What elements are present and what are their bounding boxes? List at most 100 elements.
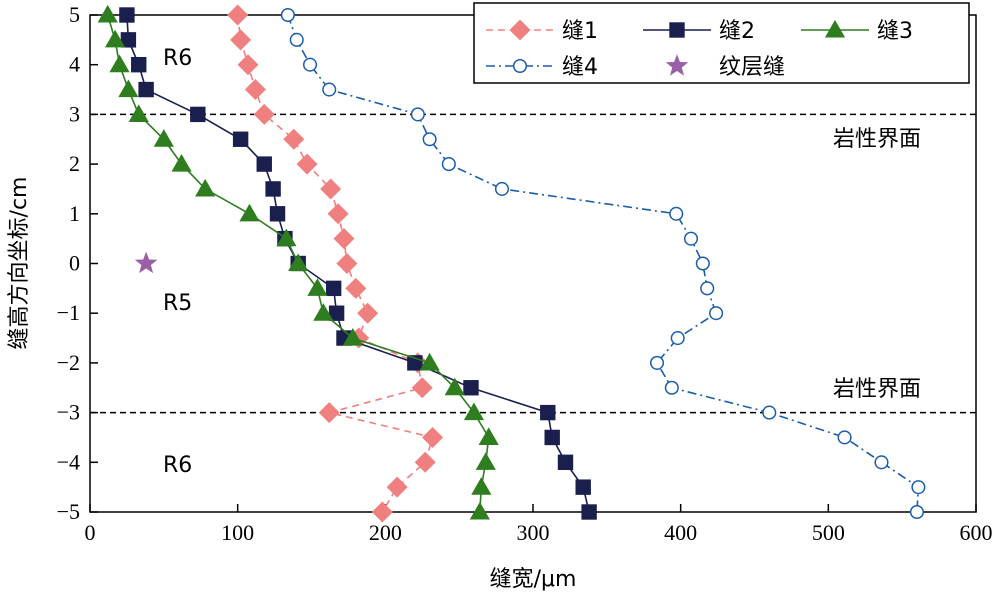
series-line (287, 14, 920, 513)
data-point (239, 203, 260, 222)
x-tick-label: 0 (85, 520, 96, 545)
series-4 (280, 7, 926, 520)
legend-box (473, 2, 970, 84)
series-5 (134, 251, 158, 274)
data-point (289, 32, 304, 47)
legend-entry: 缝2 (643, 19, 755, 44)
data-point (265, 181, 281, 197)
legend: 缝1 缝2 缝3 缝4 纹层缝 (473, 2, 970, 84)
data-point (422, 132, 437, 147)
data-point (410, 107, 425, 122)
series-3 (97, 4, 499, 520)
x-axis-label: 缝宽/μm (490, 567, 577, 592)
legend-marker (824, 19, 846, 38)
legend-label: 纹层缝 (719, 55, 785, 80)
data-point (540, 404, 556, 421)
data-point (276, 228, 297, 247)
data-point (909, 504, 924, 520)
data-point (134, 251, 158, 274)
series-2 (119, 7, 597, 520)
data-point (494, 181, 510, 196)
data-point (422, 426, 444, 448)
data-point (683, 231, 699, 246)
data-point (322, 82, 337, 97)
data-point (762, 405, 777, 420)
data-point (307, 278, 328, 296)
y-tick-label: 2 (69, 151, 80, 176)
data-point (357, 302, 379, 324)
legend-entry: 纹层缝 (665, 54, 785, 80)
data-point (227, 4, 249, 26)
region-label-bottom: R6 (163, 453, 192, 478)
y-tick-label: 4 (69, 52, 80, 77)
y-axis-ticks: −5 −4 −3 −2 −1 0 1 2 3 4 5 (57, 2, 98, 524)
y-tick-label: −4 (57, 449, 80, 474)
y-axis-label: 缝高方向坐标/cm (7, 177, 32, 350)
region-label-top: R6 (163, 46, 192, 71)
data-point (342, 327, 363, 346)
interface-label-top: 岩性界面 (833, 127, 921, 152)
data-point (318, 402, 340, 424)
series-line (126, 14, 590, 513)
data-point (874, 455, 889, 470)
data-point (700, 281, 715, 296)
data-point (336, 253, 358, 274)
region-label-middle: R5 (163, 291, 192, 316)
data-point (97, 4, 118, 23)
data-point (444, 377, 465, 396)
data-point (153, 129, 174, 147)
data-point (575, 479, 591, 495)
data-point (475, 452, 496, 470)
data-point (296, 153, 318, 175)
legend-entry: 缝1 (486, 19, 598, 44)
data-point (253, 103, 275, 125)
data-point (190, 106, 206, 123)
data-point (120, 32, 137, 48)
data-point (313, 303, 334, 321)
y-tick-label: −5 (57, 499, 80, 524)
data-point (195, 178, 216, 197)
data-point (386, 476, 408, 498)
data-point (441, 157, 456, 172)
data-point (128, 104, 149, 122)
data-point (649, 355, 665, 370)
reference-lines (90, 113, 976, 414)
y-tick-label: 1 (69, 201, 80, 226)
legend-label: 缝1 (562, 19, 598, 44)
data-point (171, 154, 192, 172)
data-point (230, 29, 252, 51)
data-point (371, 501, 393, 523)
data-point (670, 331, 685, 346)
legend-label: 缝3 (877, 19, 913, 44)
y-tick-label: −2 (57, 350, 80, 375)
data-point (664, 380, 679, 395)
data-point (669, 206, 684, 221)
legend-label: 缝4 (562, 55, 598, 80)
data-point (280, 7, 295, 23)
data-point (695, 256, 710, 271)
y-tick-label: −3 (57, 400, 80, 425)
data-point (138, 81, 154, 98)
data-point (837, 430, 852, 445)
data-point (269, 206, 286, 222)
data-point (463, 380, 479, 396)
data-point (411, 377, 433, 399)
legend-marker (665, 54, 689, 76)
data-point (469, 501, 490, 520)
data-point (478, 427, 499, 446)
x-axis-ticks: 0 100 200 300 400 500 600 (85, 504, 993, 545)
data-point (109, 54, 130, 73)
data-point (256, 156, 272, 172)
data-point (327, 203, 349, 225)
data-point (325, 280, 342, 297)
legend-label: 缝2 (719, 19, 755, 44)
x-tick-label: 200 (369, 520, 402, 545)
data-point (414, 451, 436, 473)
legend-entry: 缝4 (486, 55, 598, 80)
data-point (345, 277, 367, 299)
series-layer (97, 4, 926, 523)
x-tick-label: 500 (812, 520, 845, 545)
interface-label-bottom: 岩性界面 (833, 377, 921, 402)
data-point (105, 29, 126, 48)
